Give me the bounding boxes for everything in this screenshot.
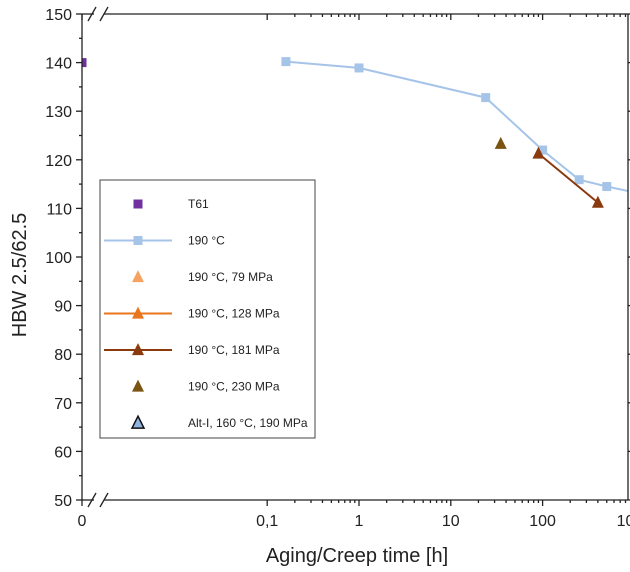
y-tick-label: 120: [45, 153, 72, 170]
legend-marker: [134, 236, 143, 245]
y-tick-label: 70: [54, 396, 72, 413]
legend-label: 190 °C, 79 MPa: [188, 270, 273, 284]
data-point: [575, 175, 584, 184]
series-line: [286, 62, 630, 261]
x-tick-label: 100: [529, 513, 556, 530]
legend-label: 190 °C, 128 MPa: [188, 307, 280, 321]
y-axis-title: HBW 2.5/62.5: [9, 213, 31, 338]
data-point: [355, 63, 364, 72]
y-tick-label: 110: [46, 201, 72, 218]
x-tick-label: 1: [355, 513, 364, 530]
y-tick-label: 100: [45, 250, 72, 267]
data-point: [481, 93, 490, 102]
y-tick-label: 60: [54, 444, 72, 461]
x-tick-label: 1000: [617, 513, 630, 530]
data-point: [281, 57, 290, 66]
y-tick-label: 140: [45, 56, 72, 73]
y-tick-label: 150: [45, 7, 72, 24]
x-tick-label: 0,1: [256, 513, 278, 530]
x-tick-label: 0: [78, 513, 87, 530]
data-point: [495, 137, 507, 149]
data-point: [592, 196, 604, 208]
legend: T61 190 °C 190 °C, 79 MPa 190 °C, 128 MPa 19…: [100, 180, 315, 438]
legend-marker: [134, 200, 143, 209]
y-tick-label: 50: [54, 493, 72, 510]
x-tick-label: 10: [442, 513, 460, 530]
y-tick-label: 90: [54, 299, 72, 316]
series-line: [538, 154, 598, 203]
legend-label: Alt-I, 160 °C, 190 MPa: [188, 416, 308, 430]
y-tick-label: 80: [54, 347, 72, 364]
series-4: [532, 147, 603, 208]
series-5: [495, 137, 507, 149]
legend-label: 190 °C, 230 MPa: [188, 380, 280, 394]
x-axis-title: Aging/Creep time [h]: [266, 545, 448, 567]
legend-label: T61: [188, 197, 209, 211]
data-point: [602, 182, 611, 191]
series-1: [281, 57, 630, 265]
y-tick-label: 130: [45, 104, 72, 121]
legend-label: 190 °C: [188, 234, 225, 248]
legend-label: 190 °C, 181 MPa: [188, 343, 280, 357]
